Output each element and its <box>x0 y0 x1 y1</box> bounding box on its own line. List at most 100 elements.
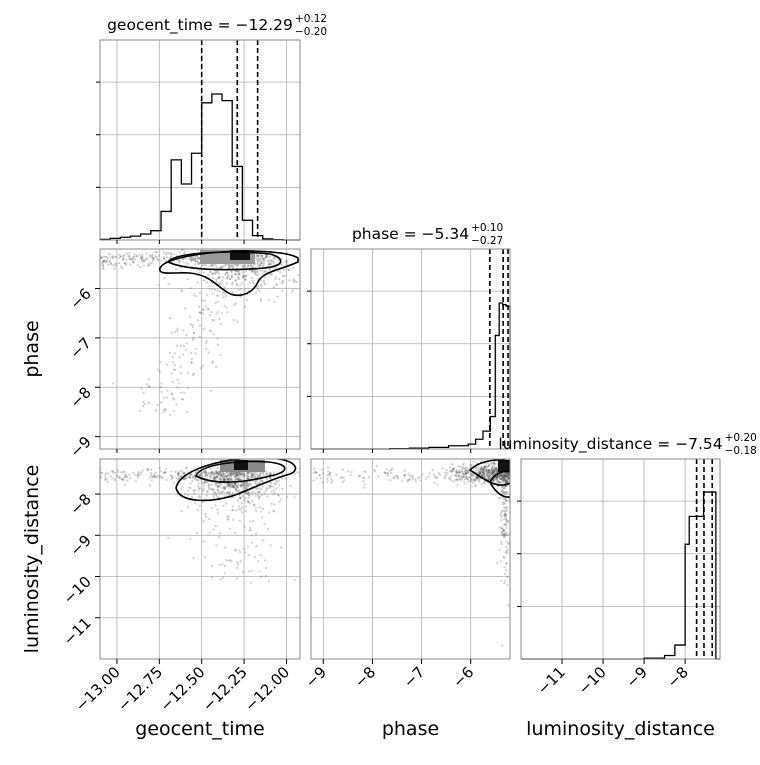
sample-point <box>124 262 127 265</box>
sample-point <box>505 474 509 477</box>
sample-point <box>503 535 506 538</box>
sample-point <box>483 481 486 484</box>
sample-point <box>505 479 509 483</box>
sample-point <box>245 484 249 487</box>
sample-point <box>502 476 505 479</box>
sample-point <box>180 487 183 490</box>
sample-point <box>389 478 392 482</box>
sample-point <box>496 478 499 482</box>
sample-point <box>118 475 121 479</box>
sample-point <box>112 471 115 474</box>
sample-point <box>124 474 127 477</box>
sample-point <box>192 258 195 262</box>
sample-point <box>499 478 503 481</box>
sample-point <box>242 495 245 498</box>
sample-point <box>186 411 189 414</box>
sample-point <box>216 489 219 492</box>
sample-point <box>343 479 346 482</box>
sample-point <box>205 515 208 518</box>
sample-point <box>506 575 509 578</box>
sample-point <box>257 255 260 258</box>
sample-point <box>411 474 414 477</box>
sample-point <box>170 478 173 481</box>
sample-point <box>215 544 218 547</box>
sample-point <box>269 477 273 480</box>
sample-point <box>190 361 193 364</box>
sample-point <box>478 471 482 474</box>
sample-point <box>201 299 204 302</box>
sample-point <box>197 262 200 266</box>
sample-point <box>260 283 263 286</box>
sample-point <box>142 400 145 404</box>
sample-point <box>238 494 241 497</box>
sample-point <box>488 471 491 474</box>
sample-point <box>165 396 169 399</box>
sample-point <box>210 576 214 579</box>
sample-point <box>248 502 251 505</box>
sample-point <box>233 531 236 535</box>
sample-point <box>171 356 174 359</box>
sample-point <box>254 532 258 535</box>
sample-point <box>386 472 389 475</box>
sample-point <box>188 476 191 479</box>
sample-point <box>121 479 125 482</box>
sample-point <box>211 277 214 280</box>
sample-point <box>492 472 496 475</box>
sample-point <box>254 495 257 498</box>
sample-point <box>183 391 186 394</box>
sample-point <box>270 260 273 264</box>
sample-point <box>232 318 235 322</box>
sample-point <box>139 256 143 259</box>
sample-point <box>244 278 247 281</box>
sample-point <box>229 472 232 476</box>
sample-point <box>159 475 162 478</box>
sample-point <box>227 559 230 562</box>
sample-point <box>228 473 231 476</box>
sample-point <box>404 473 407 477</box>
x-tick-label: −9 <box>623 663 651 691</box>
x-tick-label: −7 <box>400 663 428 691</box>
sample-point <box>257 284 260 287</box>
sample-point <box>284 260 288 263</box>
sample-point <box>194 263 197 266</box>
sample-point <box>101 261 104 264</box>
sample-point <box>213 288 217 291</box>
sample-point <box>182 471 186 475</box>
sample-point <box>288 279 291 282</box>
sample-point <box>152 474 155 478</box>
sample-point <box>264 559 267 562</box>
sample-point <box>227 263 230 267</box>
sample-point <box>496 561 499 564</box>
sample-point <box>216 471 219 475</box>
sample-point <box>259 262 262 265</box>
sample-point <box>183 250 186 253</box>
sample-point <box>236 473 239 476</box>
sample-point <box>181 353 185 356</box>
sample-point <box>478 472 482 476</box>
sample-point <box>464 472 467 475</box>
sample-point <box>210 264 213 267</box>
sample-point <box>258 475 261 478</box>
sample-point <box>501 530 504 533</box>
sample-point <box>208 329 211 332</box>
sample-point <box>121 258 124 262</box>
y-tick-label: −8 <box>66 383 94 411</box>
sample-point <box>507 533 510 536</box>
sample-point <box>154 409 157 412</box>
sample-point <box>195 477 198 480</box>
sample-point <box>471 479 474 482</box>
sample-point <box>266 487 270 490</box>
sample-point <box>478 472 481 475</box>
sample-point <box>199 473 202 476</box>
sample-point <box>295 280 298 284</box>
sample-point <box>450 469 453 472</box>
sample-point <box>492 478 495 481</box>
sample-point <box>136 264 139 267</box>
sample-point <box>249 520 252 523</box>
sample-point <box>216 294 219 297</box>
sample-point <box>214 478 217 481</box>
sample-point <box>225 559 228 562</box>
sample-point <box>210 507 214 510</box>
sample-point <box>255 259 258 262</box>
sample-point <box>505 510 508 513</box>
